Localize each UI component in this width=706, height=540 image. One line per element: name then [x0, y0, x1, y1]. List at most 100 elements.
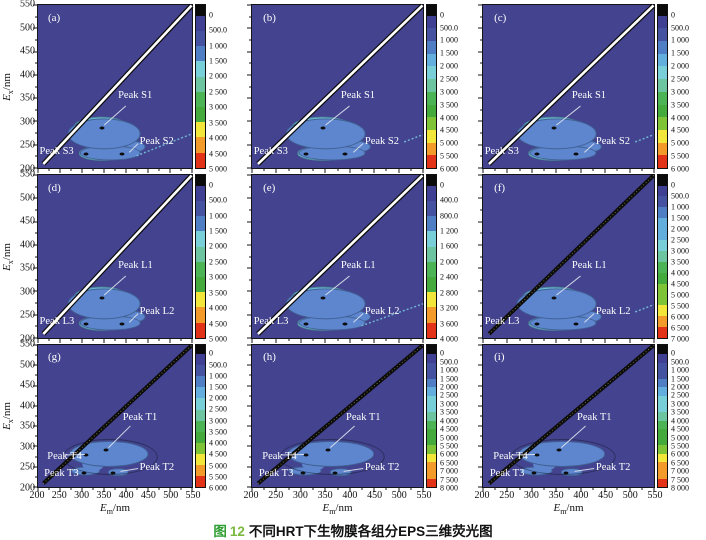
y-axis-minor-tick — [480, 232, 482, 234]
y-axis-minor-tick — [35, 86, 37, 87]
peak-marker — [119, 322, 125, 326]
y-axis-minor-tick — [35, 456, 37, 458]
colorbar-tick-label: 4 500 — [209, 149, 227, 159]
x-axis-tick — [169, 339, 171, 343]
panel-letter: (e) — [263, 181, 276, 194]
colorbar-segment — [196, 246, 205, 262]
colorbar-segment — [427, 185, 436, 201]
colorbar-segment — [427, 379, 436, 388]
plot-area: (b) Peak S1 Peak S2 Peak S3 — [247, 4, 424, 173]
colorbar-tick-label: 500.0 — [671, 357, 689, 367]
y-tick-label: 350 — [20, 262, 35, 274]
peak-pointer-line — [353, 314, 363, 323]
colorbar-segment — [427, 470, 436, 479]
colorbar-segment — [658, 91, 667, 105]
y-axis-minor-tick — [480, 256, 482, 257]
colorbar-segment — [427, 117, 436, 130]
y-axis-minor-tick — [249, 302, 251, 304]
peak-marker — [531, 471, 537, 475]
y-axis-minor-tick — [35, 395, 37, 397]
y-axis-tick — [33, 74, 37, 76]
y-axis-tick — [247, 4, 251, 6]
colorbar-tick-label: 1 600 — [440, 241, 458, 251]
x-axis-minor-tick — [158, 488, 160, 490]
colorbar-tick-label: 2 500 — [209, 87, 227, 97]
colorbar-segment — [658, 453, 667, 463]
colorbar — [424, 4, 437, 169]
colorbar-tick-label: 3 500 — [671, 257, 689, 267]
y-axis-tick-labels: 550 500 450 400 350 300 250 200 — [14, 0, 37, 175]
y-axis-tick — [33, 290, 37, 292]
x-axis-tick — [555, 169, 557, 173]
y-axis-tick — [33, 97, 37, 99]
rayleigh-line — [489, 345, 654, 483]
colorbar-tick-label: 6 000 — [671, 312, 689, 322]
second-order-scatter-line — [137, 134, 192, 156]
colorbar-tick-label: 3 500 — [440, 100, 458, 110]
x-axis-tick — [349, 339, 351, 343]
y-axis-minor-tick — [35, 232, 37, 234]
scatter-lines-overlay — [483, 345, 654, 487]
peak-marker — [83, 152, 89, 156]
colorbar-tick-label: 500.0 — [440, 23, 458, 33]
y-axis-minor-tick — [35, 209, 37, 211]
x-axis-minor-tick — [288, 339, 290, 341]
colorbar-tick-label: 2 500 — [671, 235, 689, 245]
peak-pointer-line — [325, 276, 349, 295]
peak-label: Peak L1 — [340, 260, 376, 272]
colorbar-segment — [658, 370, 667, 380]
y-axis-title: Ex/nm — [0, 242, 15, 271]
y-axis-tick — [247, 466, 251, 468]
y-axis-minor-tick — [35, 302, 37, 304]
colorbar-tick-label: 2 000 — [209, 241, 227, 251]
y-axis-title: Ex/nm — [0, 72, 15, 101]
x-axis-tick-labels: 200 250 300 350 400 450 500 550 — [30, 488, 201, 501]
peak-label: Peak T3 — [489, 467, 525, 479]
y-axis-tick — [247, 486, 251, 488]
x-axis-tick — [373, 488, 375, 492]
y-axis-minor-tick — [480, 456, 482, 458]
colorbar-tick-label: 4 000 — [440, 416, 458, 426]
rayleigh-line-speckles — [43, 345, 191, 483]
y-tick-label: 400 — [20, 69, 35, 81]
colorbar-segment — [658, 261, 667, 273]
y-axis-tick — [247, 144, 251, 146]
y-axis-tick — [478, 267, 482, 269]
x-tick-label: 450 — [598, 490, 614, 501]
scatter-lines-overlay — [252, 345, 423, 487]
plot-area: (a) Peak S1 Peak S2 Peak S3 — [33, 4, 193, 173]
colorbar-tick-label: 1 500 — [209, 56, 227, 66]
x-axis-tick — [59, 169, 61, 173]
x-axis-minor-tick — [312, 339, 314, 341]
peak-marker — [573, 322, 579, 326]
peak-marker — [303, 152, 309, 156]
x-axis-tick — [81, 169, 83, 173]
colorbar-tick-label: 3 000 — [440, 87, 458, 97]
y-axis-tick — [33, 120, 37, 122]
peak-label: Peak T2 — [364, 461, 400, 473]
colorbar-segment — [196, 475, 205, 487]
colorbar-tick-label: 8 000 — [440, 483, 458, 493]
x-axis-tick-labels: 200 250 300 350 400 450 500 550 — [244, 488, 432, 501]
y-tick-label: 450 — [20, 215, 35, 227]
x-axis-tick — [103, 169, 105, 173]
colorbar-segment — [427, 370, 436, 380]
colorbar-segment — [427, 261, 436, 277]
x-axis-minor-tick — [48, 488, 50, 490]
colorbar-tick-label: 1 500 — [209, 382, 227, 392]
colorbar-tick-label: 4 500 — [671, 125, 689, 135]
peak-pointer-line — [281, 455, 304, 456]
peak-marker — [119, 152, 125, 156]
y-axis-tick — [33, 51, 37, 53]
eem-panel-b: (b) Peak S1 Peak S2 Peak S3 0 500.0 1 000 1 5… — [244, 0, 475, 174]
x-tick-label: 250 — [268, 490, 284, 501]
x-axis-tick — [604, 169, 606, 173]
colorbar-tick-label: 4 500 — [440, 424, 458, 434]
colorbar-segment — [658, 478, 667, 487]
colorbar-segment — [427, 231, 436, 247]
y-axis-minor-tick — [249, 256, 251, 257]
y-axis-minor-tick — [480, 415, 482, 417]
colorbar-tick-label: 7 000 — [671, 466, 689, 476]
x-axis-tick — [191, 488, 193, 492]
colorbar-tick-label: 4 000 — [671, 268, 689, 278]
